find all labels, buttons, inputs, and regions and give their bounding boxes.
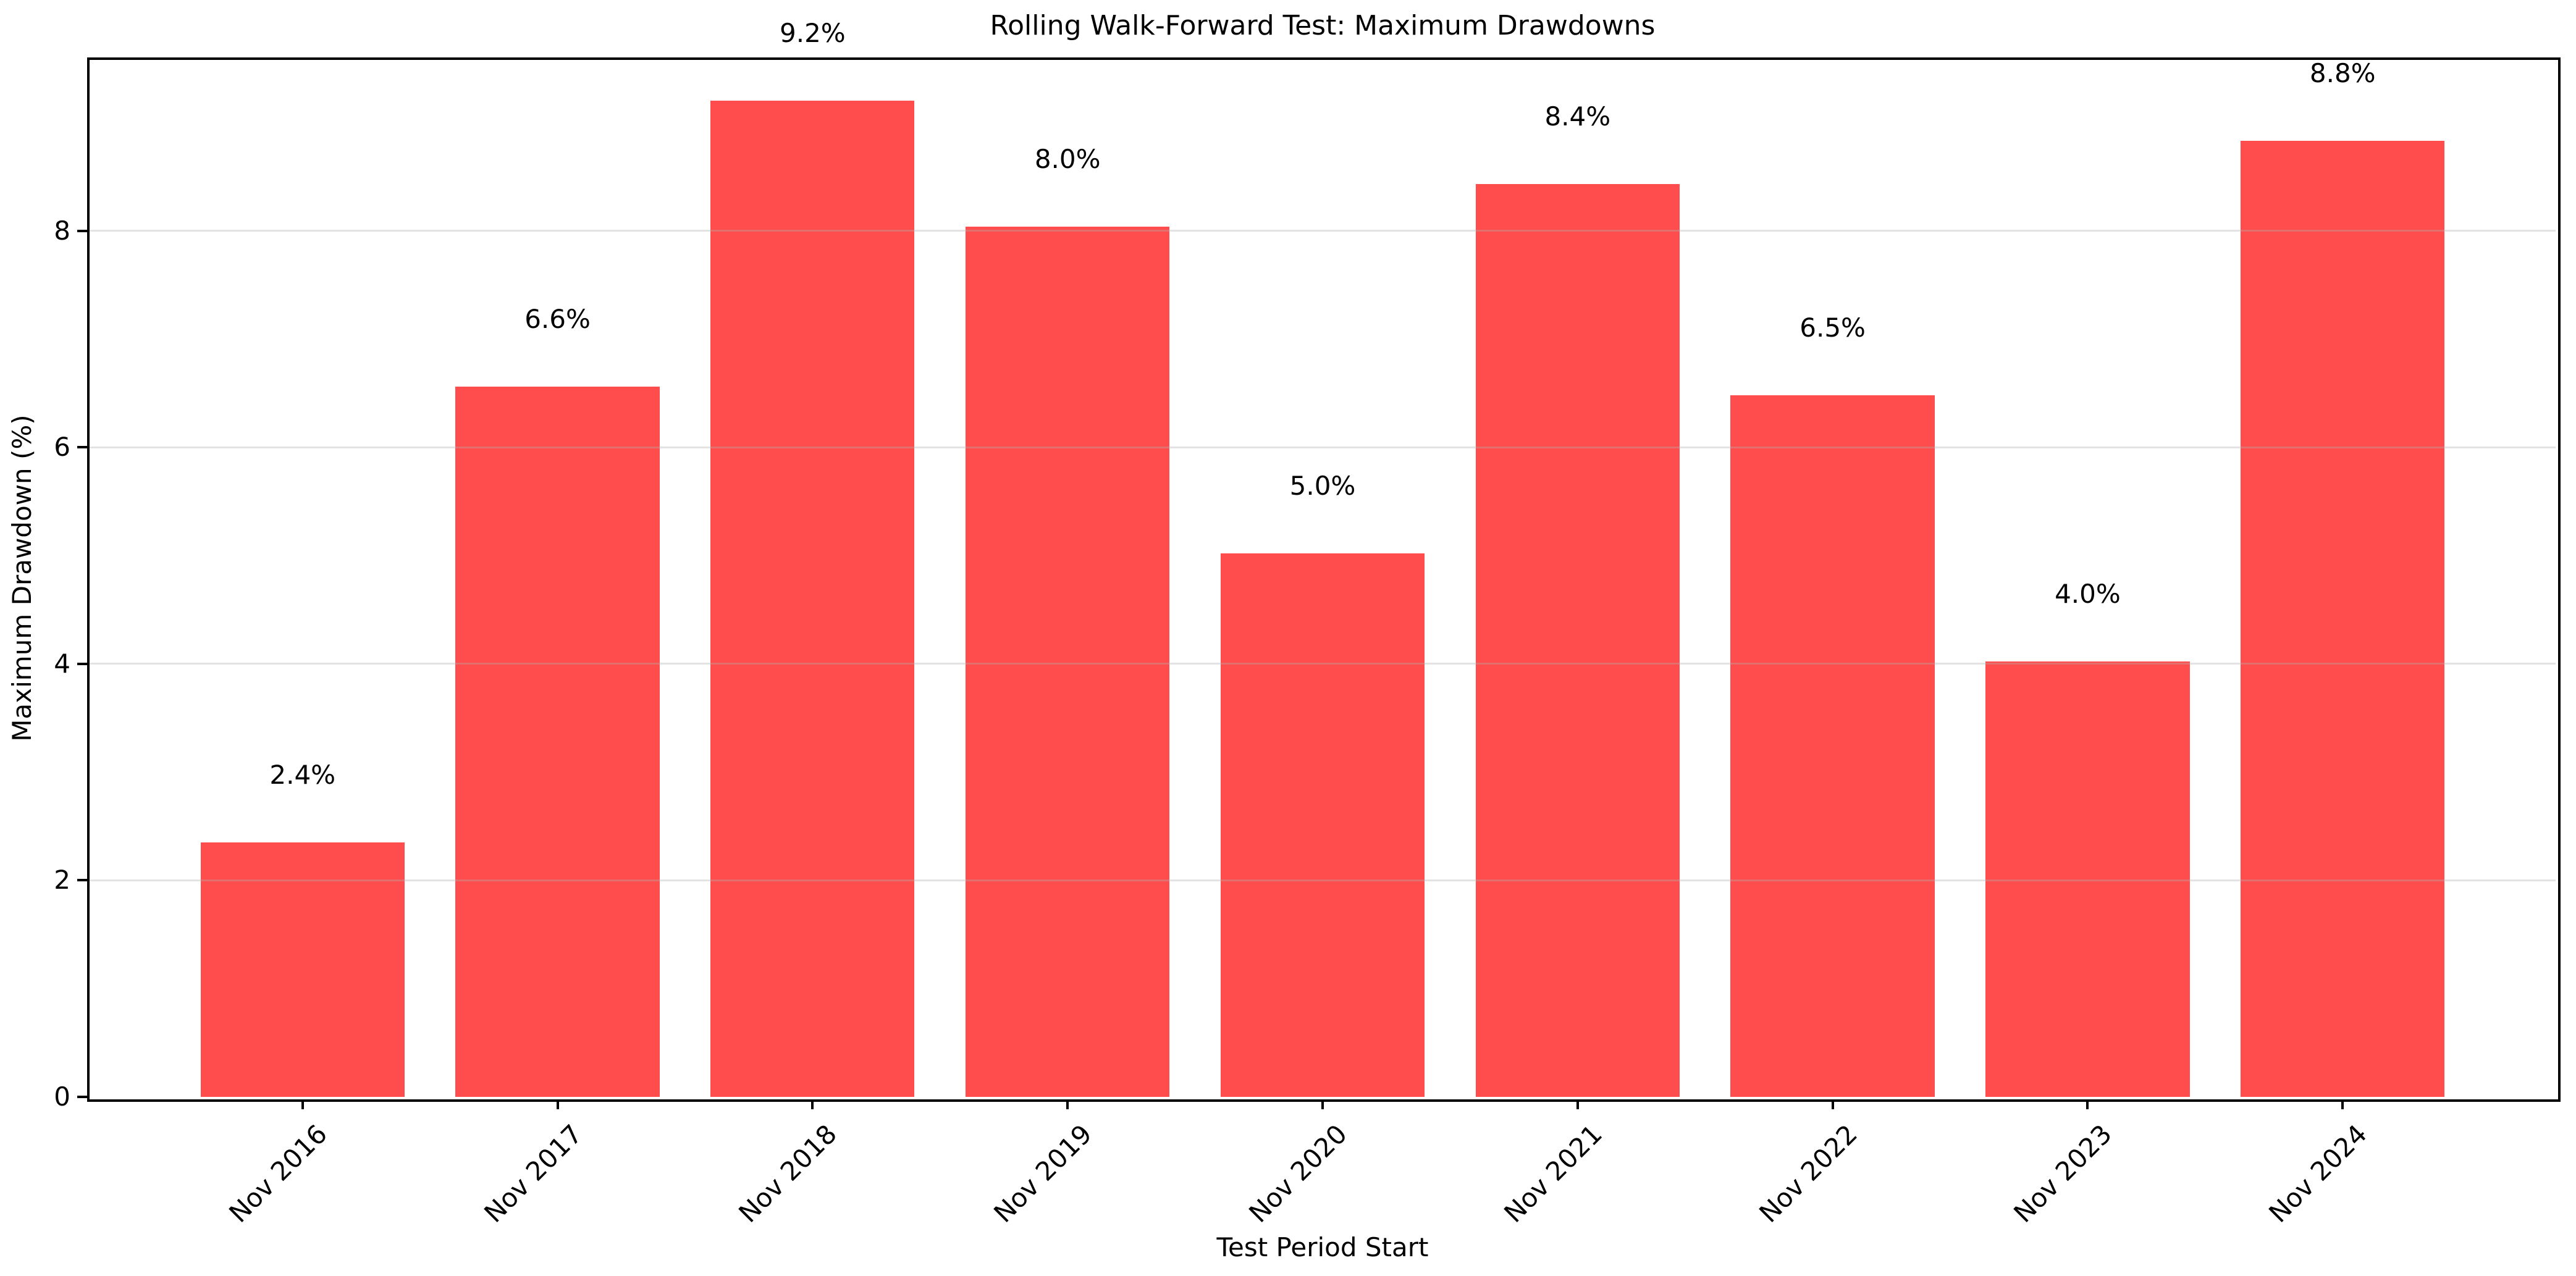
x-tick-mark (1576, 1099, 1579, 1109)
gridline (90, 663, 2556, 665)
y-tick-mark (77, 446, 87, 449)
bar (1730, 395, 1935, 1097)
plot-area (87, 57, 2561, 1102)
y-tick-label: 2 (54, 865, 70, 896)
gridline (90, 230, 2556, 232)
x-tick-mark (301, 1099, 304, 1109)
bar-value-label: 6.5% (1799, 313, 1866, 343)
y-tick-mark (77, 229, 87, 232)
x-tick-mark (1066, 1099, 1069, 1109)
y-axis-label: Maximum Drawdown (%) (7, 414, 37, 742)
bar (200, 842, 405, 1097)
x-axis-label: Test Period Start (1216, 1232, 1429, 1262)
bar (966, 226, 1170, 1097)
y-tick-mark (77, 662, 87, 665)
bar-value-label: 2.4% (269, 760, 336, 791)
chart-title: Rolling Walk-Forward Test: Maximum Drawd… (990, 10, 1656, 41)
y-tick-label: 0 (54, 1081, 70, 1112)
x-tick-mark (1831, 1099, 1834, 1109)
y-tick-label: 8 (54, 215, 70, 246)
x-tick-mark (811, 1099, 814, 1109)
bar-value-label: 9.2% (780, 18, 846, 49)
bar-value-label: 8.0% (1034, 143, 1101, 174)
gridline (90, 879, 2556, 881)
bar (2241, 141, 2445, 1097)
bar-value-label: 5.0% (1289, 471, 1356, 502)
y-tick-mark (77, 1096, 87, 1098)
x-tick-mark (1321, 1099, 1324, 1109)
bar-value-label: 8.8% (2309, 58, 2376, 89)
bar-value-label: 6.6% (524, 304, 591, 335)
bar (1475, 184, 1680, 1097)
x-tick-mark (2086, 1099, 2089, 1109)
bar (1220, 553, 1425, 1097)
gridline (90, 446, 2556, 448)
bar (1985, 661, 2190, 1097)
bar (710, 101, 915, 1097)
bar-value-label: 8.4% (1544, 101, 1611, 132)
y-tick-mark (77, 879, 87, 882)
y-tick-label: 4 (54, 648, 70, 679)
y-tick-label: 6 (54, 432, 70, 463)
x-tick-mark (2341, 1099, 2344, 1109)
bar (455, 387, 660, 1097)
x-tick-mark (556, 1099, 559, 1109)
bar-value-label: 4.0% (2055, 579, 2121, 610)
